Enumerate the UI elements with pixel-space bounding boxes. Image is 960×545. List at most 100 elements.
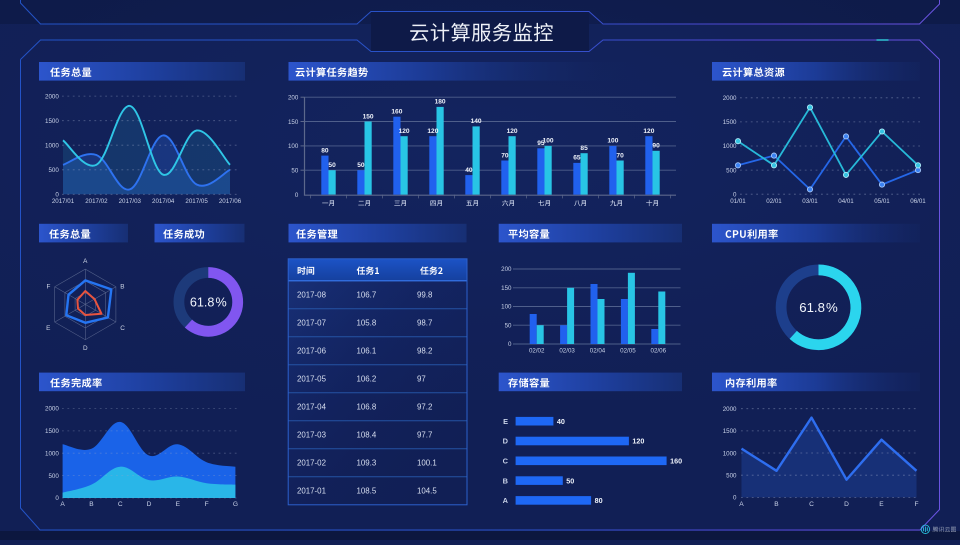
svg-text:2017-07: 2017-07: [297, 319, 326, 328]
svg-text:70: 70: [616, 152, 624, 159]
svg-text:100.1: 100.1: [417, 459, 437, 468]
svg-text:61.8 %: 61.8 %: [799, 300, 838, 315]
svg-text:109.3: 109.3: [357, 459, 377, 468]
svg-text:2017/04: 2017/04: [152, 198, 175, 205]
svg-text:97.2: 97.2: [417, 403, 432, 412]
svg-text:97.7: 97.7: [417, 431, 432, 440]
svg-text:1000: 1000: [723, 450, 737, 457]
svg-text:61.8 %: 61.8 %: [190, 295, 227, 309]
svg-text:65: 65: [573, 155, 581, 162]
svg-text:40: 40: [465, 167, 473, 174]
svg-text:104.5: 104.5: [417, 487, 437, 496]
svg-text:106.7: 106.7: [357, 291, 377, 300]
svg-text:06/01: 06/01: [910, 198, 926, 205]
svg-text:200: 200: [288, 94, 299, 101]
svg-text:1500: 1500: [45, 118, 59, 125]
svg-text:01/01: 01/01: [730, 198, 746, 205]
svg-text:150: 150: [501, 285, 512, 292]
svg-text:A: A: [83, 258, 88, 265]
svg-text:D: D: [844, 501, 849, 508]
svg-text:B: B: [503, 476, 508, 485]
svg-text:E: E: [176, 501, 181, 508]
svg-text:02/04: 02/04: [590, 347, 606, 354]
svg-text:C: C: [118, 501, 123, 508]
svg-text:106.2: 106.2: [357, 375, 377, 384]
svg-text:0: 0: [733, 191, 737, 198]
svg-text:120: 120: [643, 128, 654, 135]
svg-text:1000: 1000: [723, 143, 737, 150]
svg-text:97: 97: [417, 375, 426, 384]
svg-text:D: D: [147, 501, 152, 508]
svg-text:50: 50: [566, 476, 574, 485]
svg-text:2017-05: 2017-05: [297, 375, 327, 384]
svg-text:0: 0: [508, 341, 512, 348]
svg-text:85: 85: [580, 145, 588, 152]
svg-text:1000: 1000: [45, 451, 59, 458]
svg-text:C: C: [809, 501, 814, 508]
svg-text:2017-02: 2017-02: [297, 459, 326, 468]
svg-text:108.5: 108.5: [357, 487, 377, 496]
svg-text:2017-08: 2017-08: [297, 291, 327, 300]
svg-text:C: C: [120, 325, 125, 332]
svg-text:200: 200: [501, 266, 512, 273]
svg-text:50: 50: [357, 162, 365, 169]
svg-text:F: F: [205, 501, 209, 508]
svg-text:100: 100: [501, 304, 512, 311]
svg-text:180: 180: [435, 99, 446, 106]
svg-text:2017-04: 2017-04: [297, 403, 327, 412]
svg-text:150: 150: [288, 119, 299, 126]
svg-text:A: A: [60, 501, 65, 508]
svg-text:2017/06: 2017/06: [219, 198, 242, 205]
svg-text:0: 0: [733, 495, 737, 502]
svg-text:105.8: 105.8: [357, 319, 377, 328]
svg-text:100: 100: [288, 143, 299, 150]
svg-text:1500: 1500: [45, 428, 59, 435]
svg-text:98.7: 98.7: [417, 319, 432, 328]
svg-text:03/01: 03/01: [802, 198, 818, 205]
svg-text:500: 500: [48, 167, 59, 174]
svg-text:2017/01: 2017/01: [52, 198, 75, 205]
svg-text:2000: 2000: [723, 95, 737, 102]
svg-text:B: B: [120, 283, 124, 290]
svg-text:160: 160: [670, 457, 682, 466]
svg-text:100: 100: [543, 138, 554, 145]
svg-text:50: 50: [291, 168, 298, 175]
svg-text:2017/05: 2017/05: [185, 198, 208, 205]
svg-text:500: 500: [48, 473, 59, 480]
svg-text:02/06: 02/06: [651, 347, 667, 354]
svg-text:0: 0: [295, 192, 299, 199]
svg-text:D: D: [503, 437, 509, 446]
svg-text:120: 120: [507, 128, 518, 135]
svg-text:E: E: [46, 325, 50, 332]
svg-text:2000: 2000: [45, 93, 59, 100]
svg-text:02/02: 02/02: [529, 347, 545, 354]
svg-text:02/01: 02/01: [766, 198, 782, 205]
svg-text:90: 90: [652, 143, 660, 150]
svg-text:05/01: 05/01: [874, 198, 890, 205]
svg-text:2000: 2000: [45, 406, 59, 413]
svg-text:B: B: [89, 501, 94, 508]
svg-text:2017-01: 2017-01: [297, 487, 326, 496]
svg-text:F: F: [46, 283, 50, 290]
svg-text:120: 120: [632, 437, 644, 446]
svg-text:2017-06: 2017-06: [297, 347, 327, 356]
svg-text:1500: 1500: [723, 428, 737, 435]
svg-text:0: 0: [55, 495, 59, 502]
svg-text:98.2: 98.2: [417, 347, 432, 356]
svg-text:40: 40: [557, 417, 565, 426]
svg-text:G: G: [233, 501, 238, 508]
svg-text:04/01: 04/01: [838, 198, 854, 205]
svg-text:C: C: [503, 457, 509, 466]
svg-text:120: 120: [399, 128, 410, 135]
svg-text:95: 95: [537, 140, 545, 147]
svg-text:140: 140: [471, 118, 482, 125]
svg-text:E: E: [879, 501, 884, 508]
svg-text:B: B: [774, 501, 779, 508]
svg-text:A: A: [503, 496, 509, 505]
svg-text:1500: 1500: [723, 119, 737, 126]
svg-text:500: 500: [726, 473, 737, 480]
svg-text:160: 160: [391, 109, 402, 116]
svg-text:50: 50: [328, 162, 336, 169]
svg-text:E: E: [503, 417, 508, 426]
svg-text:2017-03: 2017-03: [297, 431, 327, 440]
